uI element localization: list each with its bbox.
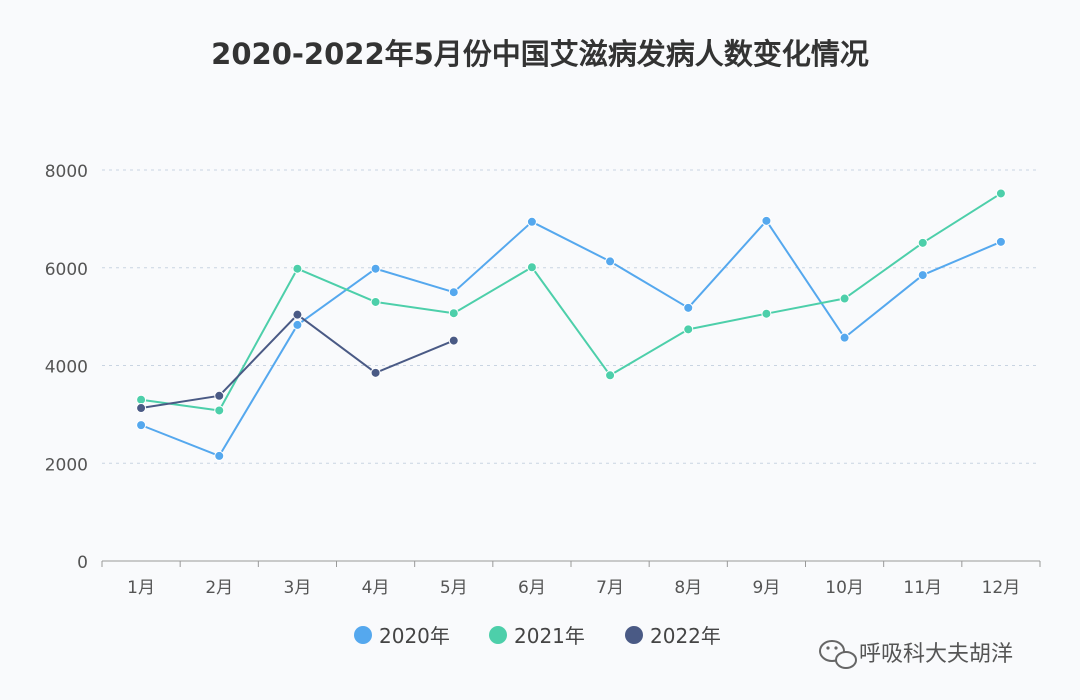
grid-lines	[102, 169, 1040, 464]
data-point	[136, 403, 147, 414]
data-point	[370, 263, 381, 274]
data-point	[292, 263, 303, 274]
data-point	[370, 367, 381, 378]
data-point	[448, 287, 459, 298]
data-point	[214, 405, 225, 416]
x-tick-label: 7月	[596, 578, 624, 598]
series-3	[136, 309, 459, 414]
x-tick-label: 10月	[825, 578, 864, 598]
legend-label: 2020年	[379, 624, 450, 648]
series-group	[136, 188, 1006, 461]
data-point	[761, 308, 772, 319]
legend-label: 2021年	[514, 624, 585, 648]
y-tick-label: 4000	[45, 358, 88, 378]
watermark-text: 呼吸科大夫胡洋	[859, 642, 1013, 667]
data-point	[995, 188, 1006, 199]
series-line	[140, 219, 1002, 457]
data-point	[214, 390, 225, 401]
data-point	[292, 319, 303, 330]
x-tick-label: 8月	[674, 578, 702, 598]
x-tick-label: 1月	[127, 578, 155, 598]
data-point	[448, 335, 459, 346]
data-point	[683, 324, 694, 335]
watermark: 呼吸科大夫胡洋	[819, 640, 1013, 669]
data-point	[136, 394, 147, 405]
data-point	[917, 237, 928, 248]
x-tick-label: 6月	[518, 578, 546, 598]
legend-marker	[354, 626, 372, 644]
data-point	[839, 332, 850, 343]
x-tick-label: 12月	[982, 578, 1021, 598]
data-point	[761, 215, 772, 226]
data-point	[370, 296, 381, 307]
axes: 0 2000 4000 6000 8000 1月 2月 3月 4月 5月 6月 7月 8月 9月 10月 11…	[45, 162, 1041, 598]
x-tick-label: 11月	[903, 578, 942, 598]
data-point	[526, 262, 537, 273]
wechat-icon	[819, 640, 857, 669]
legend-marker	[625, 626, 643, 644]
legend: 2020年 2021年 2022年	[354, 624, 721, 648]
x-tick-label: 4月	[362, 578, 390, 598]
chart-title: 2020-2022年5月份中国艾滋病发病人数变化情况	[211, 37, 869, 71]
x-tick-label: 2月	[205, 578, 233, 598]
data-point	[292, 309, 303, 320]
legend-marker	[489, 626, 507, 644]
y-tick-label: 0	[77, 553, 88, 573]
data-point	[526, 216, 537, 227]
y-tick-label: 6000	[45, 260, 88, 280]
data-point	[214, 450, 225, 461]
y-tick-label: 8000	[45, 162, 88, 182]
data-point	[605, 256, 616, 267]
data-point	[683, 302, 694, 313]
series-1	[136, 215, 1006, 461]
x-tick-label: 5月	[440, 578, 468, 598]
series-2	[136, 188, 1006, 416]
y-tick-label: 2000	[45, 455, 88, 475]
data-point	[605, 370, 616, 381]
data-point	[448, 308, 459, 319]
data-point	[995, 236, 1006, 247]
legend-label: 2022年	[650, 624, 721, 648]
data-point	[917, 270, 928, 281]
x-tick-label: 9月	[753, 578, 781, 598]
x-tick-label: 3月	[284, 578, 312, 598]
series-line	[140, 192, 1002, 412]
data-point	[839, 293, 850, 304]
data-point	[136, 420, 147, 431]
